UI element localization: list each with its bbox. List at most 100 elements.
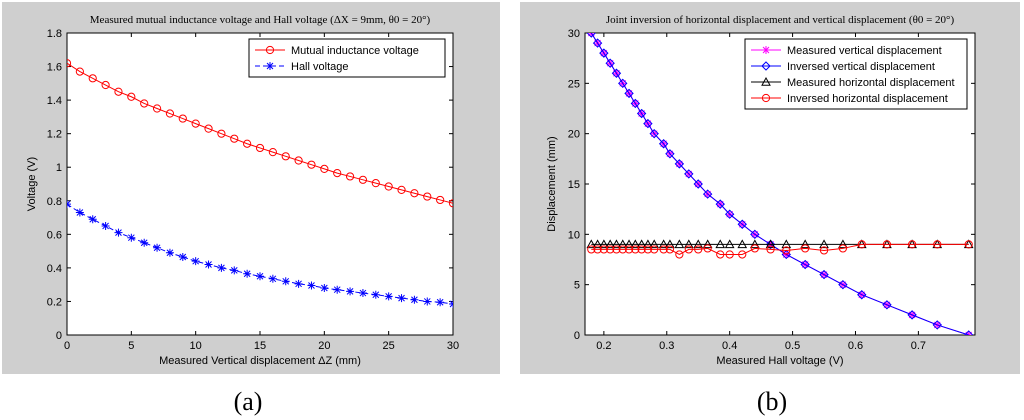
chart-b-series-2-point bbox=[592, 239, 603, 249]
chart-b-series-1-point bbox=[611, 68, 622, 78]
chart-b-series-3-point bbox=[782, 246, 791, 255]
chart-b-title: Joint inversion of horizontal displaceme… bbox=[606, 14, 955, 26]
chart-a-series-0-point bbox=[333, 168, 342, 178]
chart-a-legend-label: Hall voltage bbox=[291, 61, 348, 73]
chart-b-series-2-point bbox=[693, 239, 704, 249]
chart-a-series-1-point bbox=[114, 228, 123, 237]
chart-b-series-2-point bbox=[649, 239, 660, 249]
chart-b-series-3-point bbox=[694, 245, 703, 254]
chart-b-series-1-point bbox=[605, 58, 615, 68]
chart-a-series-1-point bbox=[178, 252, 187, 261]
chart-a-series-0-point bbox=[397, 185, 406, 194]
chart-b-series-2-point bbox=[683, 239, 694, 249]
chart-b-series-3-point bbox=[964, 240, 973, 249]
chart-a-xtick-label: 5 bbox=[128, 340, 134, 352]
chart-b-series-2-point bbox=[781, 239, 792, 249]
chart-b-ytick-label: 25 bbox=[568, 78, 580, 90]
chart-b-series-3-point bbox=[738, 250, 747, 259]
chart-b-xtick-label: 0.3 bbox=[659, 340, 674, 352]
chart-b-series-3-point bbox=[838, 244, 848, 253]
chart-a-series-0-point bbox=[140, 99, 149, 108]
chart-b-series-3-point bbox=[716, 250, 725, 259]
chart-a-legend-marker bbox=[265, 45, 275, 55]
chart-b-series-3-point bbox=[819, 246, 829, 255]
chart-b-series-1 bbox=[586, 33, 974, 335]
chart-b-series-2-point bbox=[702, 239, 713, 249]
chart-b-ytick-label: 20 bbox=[568, 129, 580, 141]
chart-b-series-2-point bbox=[819, 239, 829, 249]
chart-b-series-2-point bbox=[800, 239, 811, 249]
chart-b-legend-label: Measured vertical displacement bbox=[787, 45, 942, 57]
chart-a-series-0-point bbox=[268, 148, 277, 157]
chart-b-series-2-point bbox=[630, 239, 641, 249]
chart-b-series-1-point bbox=[624, 88, 634, 99]
chart-a-series-0-point bbox=[114, 87, 123, 96]
chart-a: Measured mutual inductance voltage and H… bbox=[26, 14, 459, 367]
chart-a-ytick-label: 1.6 bbox=[47, 62, 62, 74]
chart-b-series-3-point bbox=[593, 245, 602, 254]
chart-b-series-2-point bbox=[658, 239, 669, 249]
chart-a-series-1-point bbox=[281, 277, 290, 286]
chart-b-ytick-label: 0 bbox=[574, 330, 580, 342]
chart-b-series-1-point bbox=[838, 279, 848, 290]
panel-b: Joint inversion of horizontal displaceme… bbox=[520, 2, 1020, 374]
chart-a-ytick-label: 1 bbox=[56, 162, 62, 174]
chart-b-series-2-point bbox=[665, 239, 675, 249]
chart-b-series-3-point bbox=[750, 244, 759, 253]
chart-a-series-1-point bbox=[436, 298, 445, 307]
chart-b-xtick-label: 0.7 bbox=[911, 340, 926, 352]
chart-a-series-1-point bbox=[423, 297, 432, 306]
chart-a-series-1-point bbox=[397, 294, 406, 303]
chart-b-series-2-point bbox=[715, 239, 726, 249]
chart-b-xtick-label: 0.2 bbox=[596, 340, 611, 352]
chart-a-series-1-point bbox=[191, 257, 200, 266]
chart-a-series-0-point bbox=[294, 156, 303, 165]
chart-a-series-1-point bbox=[256, 272, 264, 281]
chart-a-series-0-point bbox=[204, 124, 213, 133]
chart-b-legend-marker bbox=[761, 76, 771, 86]
chart-b-series-2-point bbox=[617, 239, 628, 249]
chart-b-series-3-line bbox=[591, 243, 969, 256]
chart-b-ytick-label: 30 bbox=[568, 28, 580, 40]
chart-a-series-0-point bbox=[88, 74, 97, 83]
chart-a-ylabel: Voltage (V) bbox=[26, 157, 38, 211]
chart-a-series-0-point bbox=[384, 182, 393, 191]
chart-b-series-2-point bbox=[724, 239, 735, 249]
chart-a-series-1-point bbox=[320, 284, 329, 293]
chart-a-title: Measured mutual inductance voltage and H… bbox=[90, 14, 431, 26]
chart-b-series-1-point bbox=[932, 320, 942, 330]
chart-b-series-3-point bbox=[637, 245, 646, 254]
chart-b-series-1-line bbox=[590, 33, 969, 335]
chart-b-series-3-point bbox=[631, 245, 640, 254]
chart-b-series-3-point bbox=[857, 240, 866, 249]
chart-a-series-0-point bbox=[217, 129, 226, 138]
chart-a-series-1-point bbox=[127, 233, 136, 242]
chart-a-series-0-point bbox=[191, 119, 200, 128]
chart-b-series-3-point bbox=[587, 245, 596, 254]
chart-b-series-3-point bbox=[801, 244, 810, 253]
chart-a-ytick-label: 0.2 bbox=[47, 296, 62, 308]
chart-a-series-0-point bbox=[307, 160, 316, 169]
chart-a-ytick-label: 1.2 bbox=[47, 129, 62, 141]
chart-a-series-1-point bbox=[88, 215, 97, 224]
chart-a-ytick-label: 0 bbox=[56, 330, 62, 342]
chart-a-series-1-point bbox=[358, 289, 367, 298]
chart-a-series-1-point bbox=[410, 295, 419, 304]
panel-a: Measured mutual inductance voltage and H… bbox=[2, 2, 500, 374]
chart-b-xtick-label: 0.4 bbox=[722, 340, 737, 352]
caption-b: (b) bbox=[757, 387, 787, 416]
chart-a-plot-area bbox=[66, 32, 454, 336]
chart-a-legend-box bbox=[248, 38, 446, 78]
chart-b-legend-label: Inversed horizontal displacement bbox=[787, 93, 948, 105]
chart-a-ytick-label: 0.8 bbox=[47, 196, 62, 208]
chart-b-legend: Measured vertical displacement Inversed v… bbox=[744, 38, 968, 110]
chart-b-series-1-point bbox=[618, 78, 628, 89]
chart-b-series-1-point bbox=[674, 159, 685, 169]
chart-a-legend: Mutual inductance voltage Hall voltage bbox=[248, 38, 446, 78]
chart-a-series-1-point bbox=[75, 208, 84, 217]
chart-b-series-1-point bbox=[599, 48, 609, 58]
chart-b-ytick-label: 10 bbox=[568, 229, 580, 241]
chart-b-series-3-point bbox=[675, 250, 684, 259]
chart-a-series-0-point bbox=[436, 195, 445, 205]
chart-a-series-1-point bbox=[230, 266, 239, 275]
